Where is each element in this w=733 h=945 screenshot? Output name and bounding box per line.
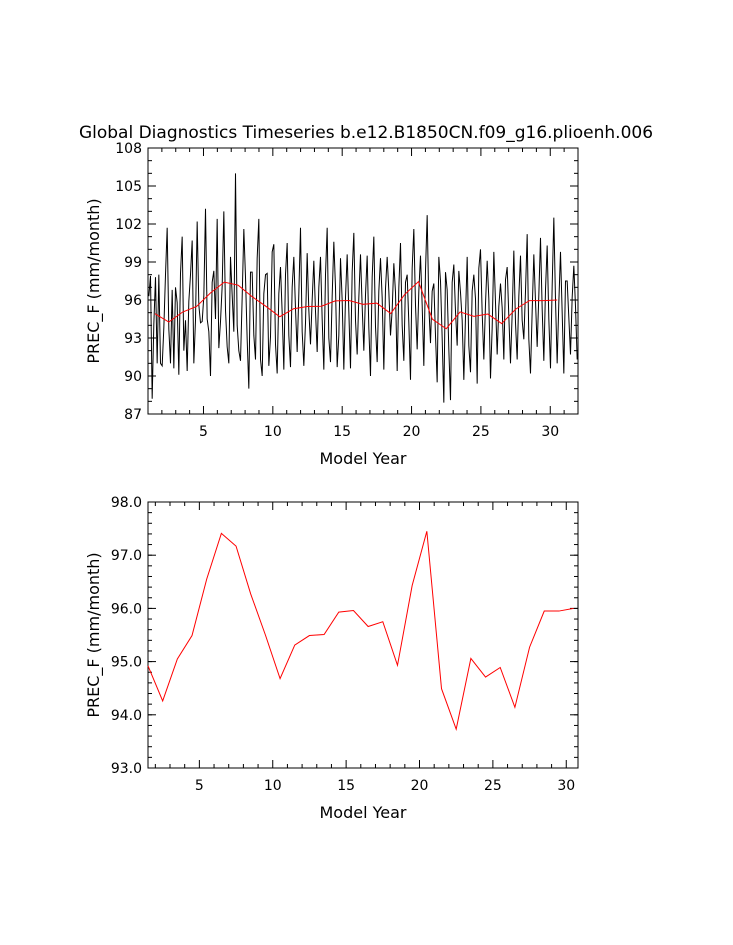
y-tick-label: 93.0 [111, 761, 142, 777]
x-axis-label: Model Year [320, 449, 407, 468]
bottom-annual-mean-chart: 5 10 15 20 25 30 93.0 94.0 95.0 96.0 97.0 98.0 Model… [84, 495, 579, 822]
y-tick-label: 102 [115, 217, 142, 233]
y-tick-label: 94.0 [111, 708, 142, 724]
y-tick-label: 98.0 [111, 495, 142, 511]
monthly-series-line [148, 173, 578, 403]
y-tick-label: 96.0 [111, 601, 142, 617]
x-tick-label: 5 [195, 778, 204, 794]
x-tick-label: 25 [484, 778, 502, 794]
x-tick-label: 15 [333, 424, 351, 440]
y-axis-label: PREC_F (mm/month) [84, 552, 104, 717]
x-tick-label: 20 [403, 424, 421, 440]
y-tick-label: 97.0 [111, 548, 142, 564]
y-tick-label: 108 [115, 141, 142, 157]
y-tick-label: 95.0 [111, 655, 142, 671]
y-tick-label: 87 [124, 407, 142, 423]
annual-mean-line [147, 531, 574, 731]
annual-mean-line [154, 280, 558, 330]
y-tick-label: 99 [124, 255, 142, 271]
top-timeseries-chart: 5 10 15 20 25 30 87 90 93 96 99 102 105 108 Model Year… [84, 141, 579, 468]
y-tick-label: 105 [115, 179, 142, 195]
x-tick-label: 10 [264, 778, 282, 794]
x-tick-label: 5 [199, 424, 208, 440]
x-tick-label: 30 [557, 778, 575, 794]
y-tick-label: 90 [124, 369, 142, 385]
y-tick-label: 93 [124, 331, 142, 347]
y-axis-label: PREC_F (mm/month) [84, 198, 104, 363]
x-tick-label: 10 [264, 424, 282, 440]
x-tick-label: 25 [472, 424, 490, 440]
y-tick-label: 96 [124, 293, 142, 309]
x-tick-label: 30 [541, 424, 559, 440]
plot-frame [147, 147, 579, 415]
x-tick-label: 15 [337, 778, 355, 794]
plot-frame [147, 501, 579, 769]
x-axis-label: Model Year [320, 803, 407, 822]
chart-title: Global Diagnostics Timeseries b.e12.B185… [79, 123, 653, 143]
x-tick-label: 20 [411, 778, 429, 794]
